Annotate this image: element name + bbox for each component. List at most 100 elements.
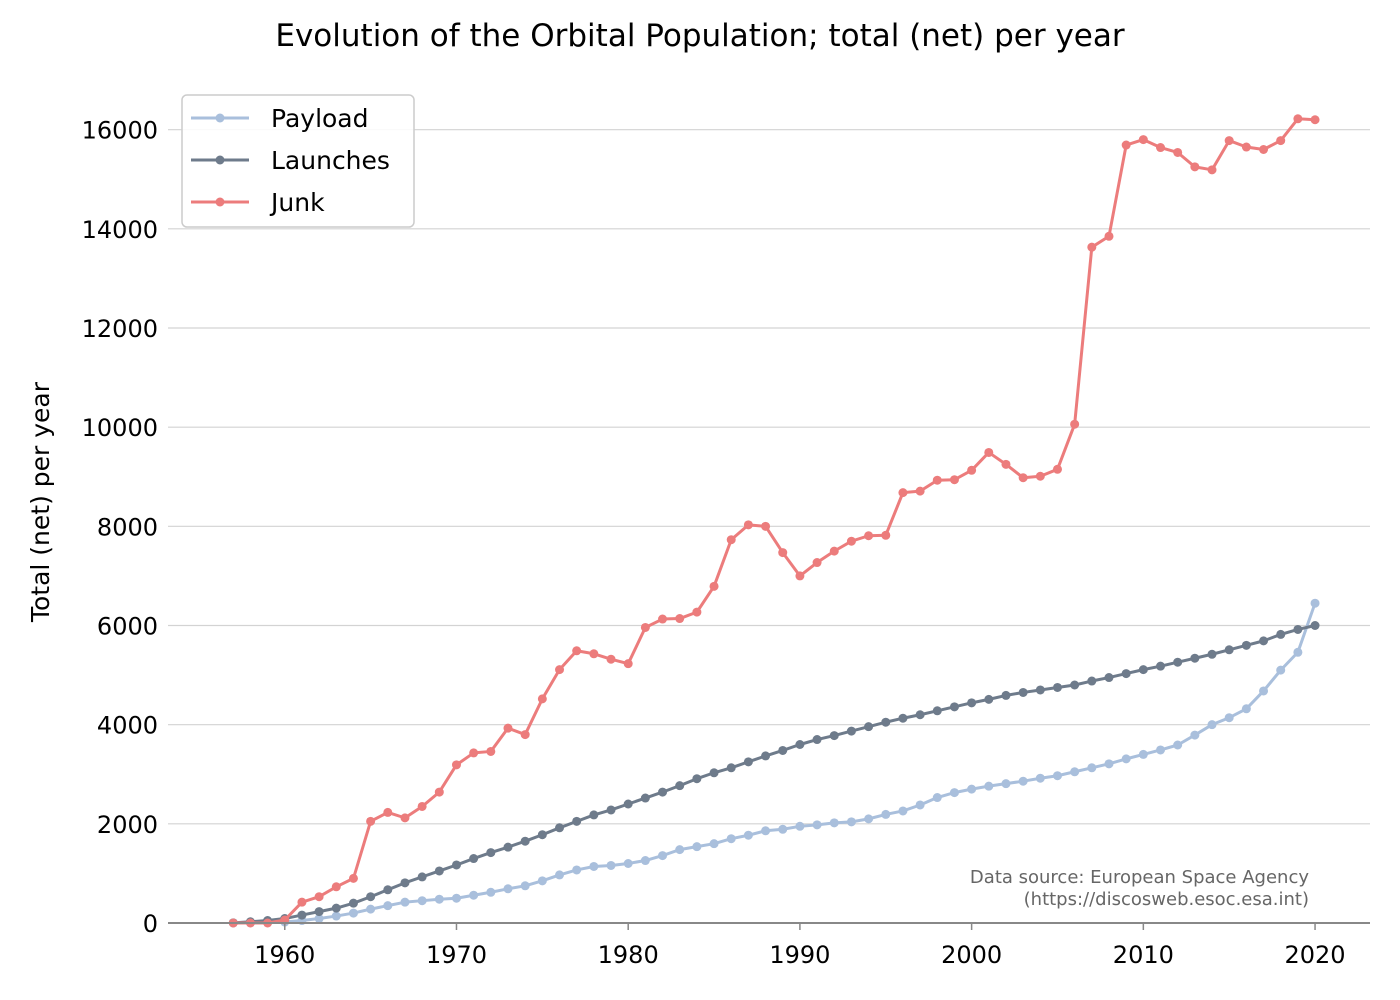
y-ticks: 0 2000 4000 6000 8000 10000 12000 14000 16000 bbox=[82, 117, 158, 938]
data-point-launches bbox=[1035, 685, 1045, 695]
data-point-launches bbox=[623, 799, 633, 809]
data-point-junk bbox=[1259, 145, 1269, 154]
data-point-launches bbox=[864, 722, 874, 732]
data-point-payload bbox=[761, 826, 771, 836]
data-point-junk bbox=[898, 488, 908, 498]
data-point-launches bbox=[520, 836, 530, 846]
data-point-junk bbox=[984, 447, 994, 457]
data-point-payload bbox=[451, 893, 461, 903]
data-point-launches bbox=[692, 774, 702, 784]
legend: Payload Launches Junk bbox=[181, 94, 415, 228]
data-point-payload bbox=[967, 784, 977, 794]
data-point-junk bbox=[1310, 115, 1320, 125]
data-point-launches bbox=[1156, 661, 1166, 671]
series-lines bbox=[228, 114, 1320, 928]
data-point-junk bbox=[520, 730, 530, 740]
data-point-launches bbox=[709, 768, 719, 778]
data-point-payload bbox=[795, 821, 805, 831]
data-point-payload bbox=[366, 904, 376, 914]
data-point-launches bbox=[1310, 621, 1320, 630]
legend-label-junk: Junk bbox=[269, 188, 325, 217]
x-tick-label: 1960 bbox=[254, 941, 315, 969]
data-point-launches bbox=[1259, 636, 1269, 646]
data-point-payload bbox=[1138, 749, 1148, 759]
data-point-payload bbox=[555, 870, 565, 880]
data-point-payload bbox=[1241, 704, 1251, 714]
data-point-junk bbox=[846, 536, 856, 546]
series-line-payload bbox=[233, 602, 1317, 925]
data-point-launches bbox=[761, 751, 771, 761]
data-point-payload bbox=[1293, 647, 1303, 657]
data-point-launches bbox=[726, 763, 736, 773]
data-point-payload bbox=[331, 911, 341, 921]
data-point-payload bbox=[1173, 740, 1183, 750]
data-point-junk bbox=[915, 486, 925, 496]
data-point-launches bbox=[640, 793, 650, 803]
data-point-launches bbox=[829, 731, 839, 741]
x-ticks: 1960 1970 1980 1990 2000 2010 2020 bbox=[254, 923, 1346, 969]
legend-marker-junk bbox=[215, 197, 225, 207]
data-point-junk bbox=[1276, 136, 1286, 146]
data-point-payload bbox=[1087, 763, 1097, 773]
data-point-junk bbox=[949, 475, 959, 485]
data-point-payload bbox=[984, 781, 994, 791]
data-point-payload bbox=[572, 865, 582, 875]
data-point-payload bbox=[348, 908, 358, 918]
data-point-junk bbox=[1190, 162, 1200, 172]
data-point-payload bbox=[434, 894, 444, 904]
data-point-launches bbox=[537, 830, 547, 840]
data-point-payload bbox=[1276, 665, 1286, 675]
data-point-junk bbox=[864, 531, 874, 541]
data-point-payload bbox=[726, 834, 736, 844]
data-point-payload bbox=[743, 830, 753, 840]
data-point-junk bbox=[1087, 242, 1097, 252]
data-point-launches bbox=[297, 910, 307, 920]
data-point-launches bbox=[675, 781, 685, 791]
data-point-launches bbox=[1138, 665, 1148, 675]
data-point-payload bbox=[1035, 773, 1045, 783]
data-point-junk bbox=[795, 571, 805, 581]
data-point-payload bbox=[658, 851, 668, 861]
data-point-payload bbox=[1207, 720, 1217, 730]
data-point-junk bbox=[606, 654, 616, 664]
x-tick-label: 1990 bbox=[769, 941, 830, 969]
data-point-launches bbox=[383, 885, 393, 895]
data-point-junk bbox=[486, 746, 496, 756]
data-point-payload bbox=[469, 890, 479, 900]
data-point-junk bbox=[829, 546, 839, 556]
series-junk bbox=[228, 114, 1320, 928]
data-point-junk bbox=[451, 760, 461, 770]
data-point-payload bbox=[606, 860, 616, 870]
data-point-launches bbox=[331, 903, 341, 913]
data-point-launches bbox=[949, 702, 959, 712]
y-tick-label: 16000 bbox=[82, 117, 158, 145]
data-point-launches bbox=[555, 823, 565, 833]
data-point-launches bbox=[812, 735, 822, 745]
data-point-launches bbox=[606, 805, 616, 815]
data-point-payload bbox=[640, 856, 650, 866]
y-tick-label: 14000 bbox=[82, 216, 158, 244]
data-point-junk bbox=[1121, 140, 1131, 150]
data-point-junk bbox=[709, 581, 719, 591]
data-point-junk bbox=[726, 535, 736, 545]
series-line-launches bbox=[233, 624, 1316, 925]
data-point-launches bbox=[1018, 687, 1028, 697]
data-point-junk bbox=[743, 520, 753, 530]
data-point-junk bbox=[1224, 136, 1234, 146]
data-point-junk bbox=[623, 659, 633, 669]
data-point-launches bbox=[572, 816, 582, 826]
data-point-launches bbox=[915, 710, 925, 720]
data-point-launches bbox=[451, 860, 461, 870]
data-point-junk bbox=[761, 521, 771, 531]
data-point-payload bbox=[846, 817, 856, 827]
data-point-junk bbox=[383, 807, 393, 817]
data-point-launches bbox=[469, 854, 479, 864]
data-point-junk bbox=[1104, 231, 1114, 241]
data-point-junk bbox=[1138, 135, 1148, 145]
data-point-payload bbox=[1121, 754, 1131, 764]
legend-item-launches: Launches bbox=[191, 146, 390, 175]
data-point-junk bbox=[366, 816, 376, 826]
x-tick-label: 1980 bbox=[598, 941, 659, 969]
legend-marker-payload bbox=[215, 113, 225, 123]
